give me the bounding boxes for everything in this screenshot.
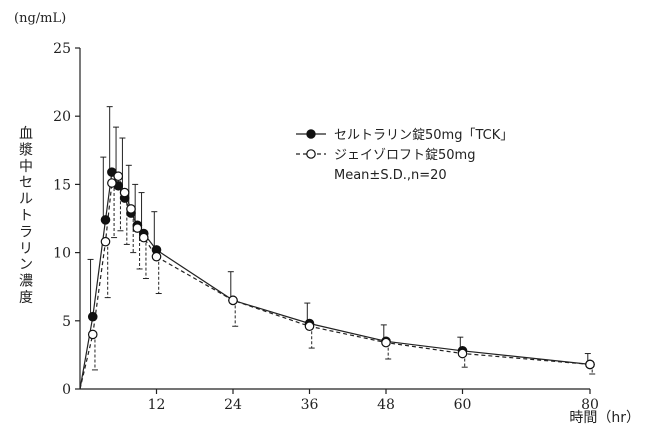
x-ticks: 12 24 36 48 60 80 (148, 389, 599, 413)
series-lines (79, 169, 591, 390)
data-point (107, 178, 117, 188)
data-point (457, 348, 468, 359)
y-axis-label-char: ン (19, 257, 33, 273)
data-point (100, 215, 111, 225)
y-tick-label: 0 (62, 382, 71, 398)
x-axis-label: 時間（hr） (569, 410, 640, 426)
x-tick-label: 48 (377, 397, 395, 413)
data-point (87, 329, 98, 340)
legend-label-tck: セルトラリン錠50mg「TCK」 (334, 128, 513, 143)
x-tick-label: 80 (581, 397, 599, 413)
y-ticks: 0 5 10 15 20 25 (53, 41, 80, 398)
y-tick-label: 5 (62, 314, 71, 330)
data-point (304, 321, 315, 332)
data-point (132, 223, 143, 233)
series-line-0 (79, 169, 591, 390)
y-tick-label: 25 (53, 41, 71, 57)
legend-note: Mean±S.D.,n=20 (334, 168, 447, 183)
legend-marker-tck (306, 129, 316, 139)
y-axis-label-char: ル (19, 192, 33, 208)
y-axis-label-char: セ (19, 175, 33, 191)
x-tick-label: 60 (454, 397, 472, 413)
x-tick-label: 12 (148, 397, 166, 413)
data-point (151, 251, 162, 262)
y-axis-label-char: 濃 (19, 274, 33, 290)
error-bars (87, 106, 596, 375)
y-axis-label-char: リ (19, 241, 33, 257)
y-axis-label-char: 漿 (19, 142, 33, 158)
y-tick-label: 10 (53, 246, 71, 262)
data-points (87, 167, 595, 370)
data-point (119, 187, 130, 198)
data-point (126, 204, 136, 214)
legend-marker-jzoloft (306, 149, 316, 159)
y-tick-label: 15 (53, 177, 71, 193)
legend-label-jzoloft: ジェイゾロフト錠50mg (334, 148, 475, 163)
y-axis-unit: (ng/mL) (14, 11, 66, 26)
y-axis-label-char: ト (19, 208, 33, 224)
data-point (381, 337, 391, 348)
series-line-1 (79, 175, 591, 390)
y-axis-label-char: 度 (19, 290, 33, 306)
y-axis-label-char: ラ (19, 224, 33, 240)
data-point (113, 171, 124, 182)
data-point (100, 236, 111, 247)
data-point (585, 359, 595, 370)
data-point (138, 232, 149, 243)
legend: セルトラリン錠50mg「TCK」 ジェイゾロフト錠50mg Mean±S.D.,… (296, 128, 513, 183)
y-tick-label: 20 (53, 109, 71, 125)
data-point (87, 311, 98, 322)
data-point (228, 295, 238, 306)
y-axis-label-char: 中 (19, 159, 33, 175)
axes (79, 48, 590, 390)
x-tick-label: 24 (224, 397, 242, 413)
y-axis-label-char: 血 (19, 126, 33, 142)
x-tick-label: 36 (301, 397, 319, 413)
